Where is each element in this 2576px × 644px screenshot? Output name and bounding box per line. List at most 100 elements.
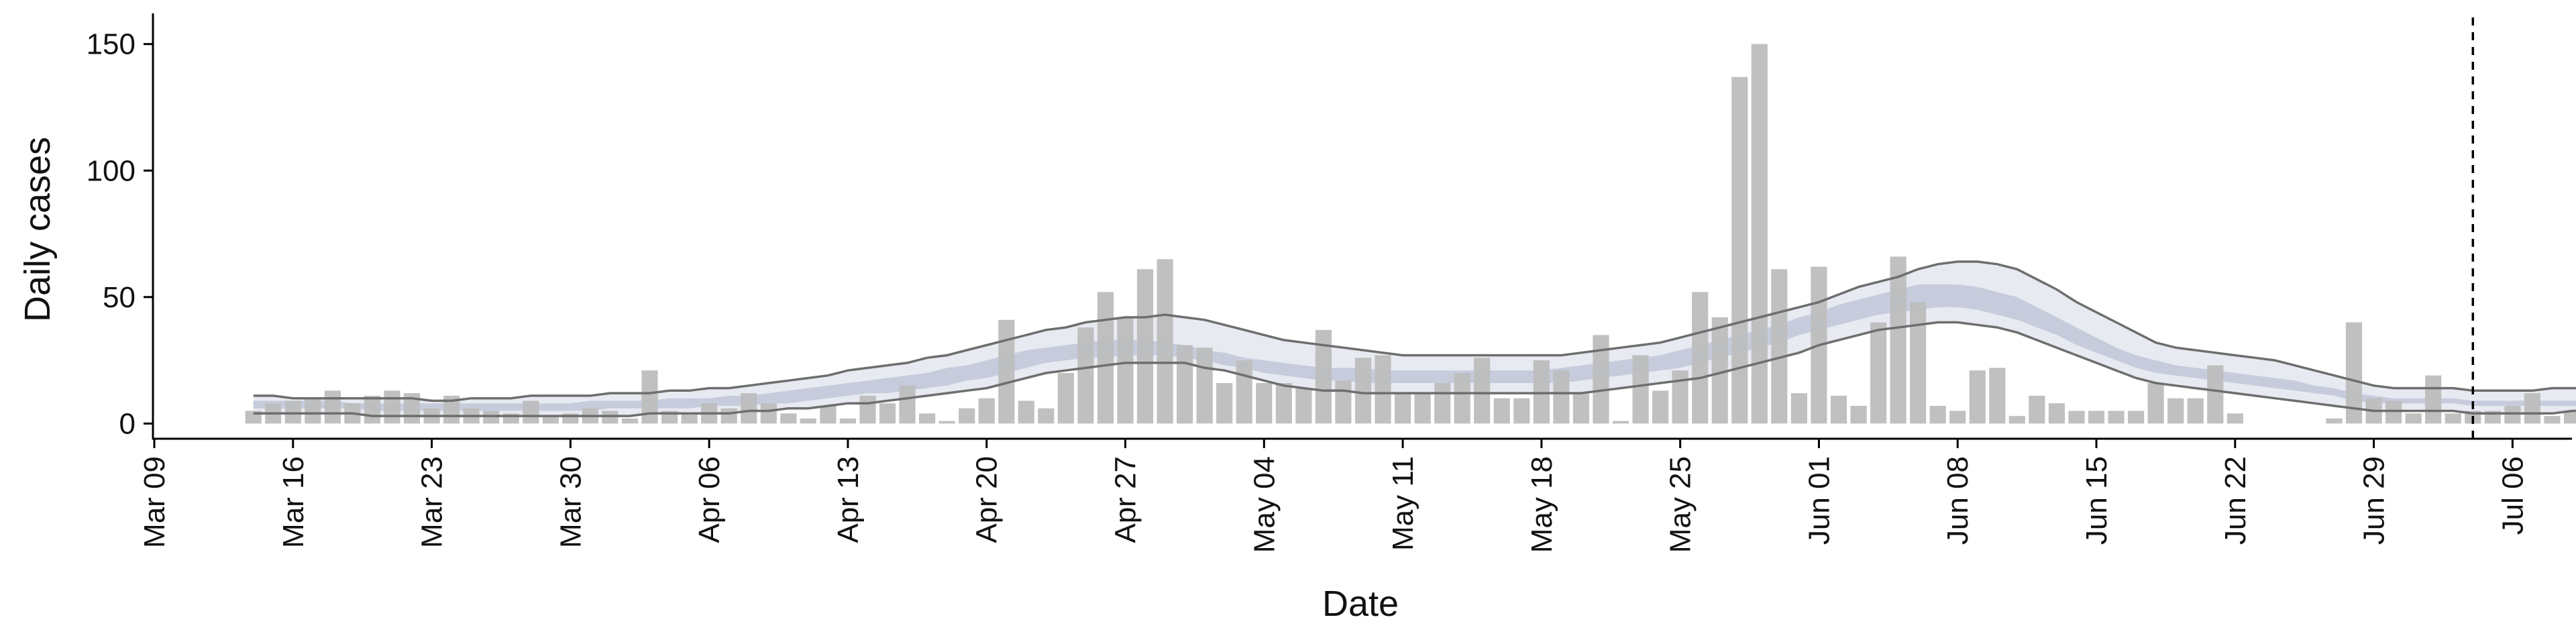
case-bar <box>919 413 936 424</box>
case-bar <box>641 370 658 424</box>
case-bar <box>2207 365 2224 424</box>
x-tick-label: Apr 13 <box>832 456 865 543</box>
case-bar <box>1632 355 1649 424</box>
case-bar <box>483 411 500 424</box>
case-bar <box>1989 368 2006 424</box>
case-bar <box>1850 406 1867 424</box>
case-bar <box>741 393 757 424</box>
y-tick-label: 150 <box>87 28 136 61</box>
case-bar <box>2524 393 2540 424</box>
x-tick-label: Apr 27 <box>1110 456 1142 543</box>
case-bar <box>1969 370 1986 424</box>
case-bar <box>859 395 876 424</box>
case-bar <box>1097 292 1114 424</box>
case-bar <box>1136 269 1154 424</box>
case-bar <box>978 398 995 424</box>
case-bar <box>2226 413 2243 424</box>
case-bar <box>2544 416 2561 424</box>
case-bar <box>998 319 1015 424</box>
axes: 0 50 100 150 Mar 09 Mar 16 Mar 23 Mar 30 Apr 06 A… <box>87 13 2572 553</box>
x-axis-title: Date <box>1322 584 1399 624</box>
case-bar <box>1335 380 1352 424</box>
case-bar <box>523 400 539 424</box>
case-bar <box>542 416 559 424</box>
upper-bound-line <box>253 260 2576 402</box>
case-bar <box>1057 373 1074 424</box>
case-bar <box>1256 383 1273 424</box>
case-bar <box>1870 322 1887 424</box>
case-bar <box>1790 393 1807 424</box>
case-bar <box>384 390 400 424</box>
x-tick-label: Jun 15 <box>2080 456 2113 545</box>
case-bar <box>681 413 698 424</box>
x-tick-label: Mar 09 <box>138 456 171 548</box>
x-tick-label: Mar 16 <box>277 456 310 548</box>
x-tick-label: Jun 01 <box>1803 456 1835 545</box>
case-bar <box>1157 259 1173 424</box>
x-tick-label: May 18 <box>1525 456 1558 553</box>
case-bar <box>2167 398 2184 424</box>
case-bar <box>1910 302 1927 424</box>
case-bar <box>2187 398 2204 424</box>
case-bar <box>1890 256 1907 424</box>
case-bar <box>760 403 777 424</box>
x-tick-label: Apr 06 <box>693 456 726 543</box>
case-bar <box>1572 393 1589 424</box>
case-bar <box>1018 400 1034 424</box>
x-tick-label: May 25 <box>1664 456 1697 553</box>
case-bar <box>1533 360 1550 424</box>
x-tick-label: May 11 <box>1387 456 1419 551</box>
case-bar <box>602 411 619 424</box>
x-tick-label: May 04 <box>1248 456 1281 553</box>
case-bar <box>1375 355 1391 424</box>
case-bar <box>1275 383 1292 424</box>
lower-bound-line <box>253 321 2576 417</box>
inner-uncertainty-band <box>253 284 2576 411</box>
case-bar <box>879 403 896 424</box>
case-bar <box>1929 406 1946 424</box>
case-bar <box>2008 416 2025 424</box>
case-bar <box>2108 411 2125 424</box>
case-bar <box>1395 393 1411 424</box>
case-bar <box>1830 395 1847 424</box>
case-bar <box>1553 370 1570 424</box>
x-tick-label: Apr 20 <box>971 456 1004 543</box>
case-bar <box>1434 383 1451 424</box>
case-bar <box>2405 413 2422 424</box>
case-bar <box>2147 383 2164 424</box>
case-bar <box>938 421 955 424</box>
case-bar <box>1771 269 1788 424</box>
case-bar <box>1295 388 1312 424</box>
x-tick-label: Jun 29 <box>2358 456 2391 545</box>
x-tick-label: Mar 23 <box>416 456 449 548</box>
case-bar <box>1454 373 1470 424</box>
case-bar <box>2088 411 2105 424</box>
x-tick-label: Mar 30 <box>554 456 587 548</box>
case-bar <box>2326 418 2343 424</box>
case-bar <box>364 395 380 424</box>
y-tick-label: 0 <box>119 407 136 440</box>
case-bar <box>2425 375 2442 424</box>
case-bar <box>1077 327 1094 424</box>
case-bar <box>839 418 856 424</box>
case-bar <box>2445 413 2461 424</box>
case-bar <box>2385 400 2402 424</box>
y-tick-label: 50 <box>103 281 136 314</box>
case-bar <box>2128 411 2145 424</box>
case-bar <box>2068 411 2085 424</box>
x-tick-label: Jun 08 <box>1941 456 1974 545</box>
case-bar <box>780 413 797 424</box>
case-bar <box>1513 398 1530 424</box>
bound-lines <box>253 260 2576 417</box>
case-bar <box>1177 345 1193 424</box>
case-bar <box>959 408 975 424</box>
case-bar <box>1493 398 1510 424</box>
x-tick-label: Jun 22 <box>2219 456 2252 545</box>
case-bar <box>1038 408 1055 424</box>
case-bar <box>899 385 916 424</box>
case-bar <box>1354 358 1372 424</box>
case-bar <box>2029 395 2045 424</box>
case-bar <box>800 418 816 424</box>
case-bar <box>1117 317 1134 424</box>
case-bar <box>1672 370 1688 424</box>
